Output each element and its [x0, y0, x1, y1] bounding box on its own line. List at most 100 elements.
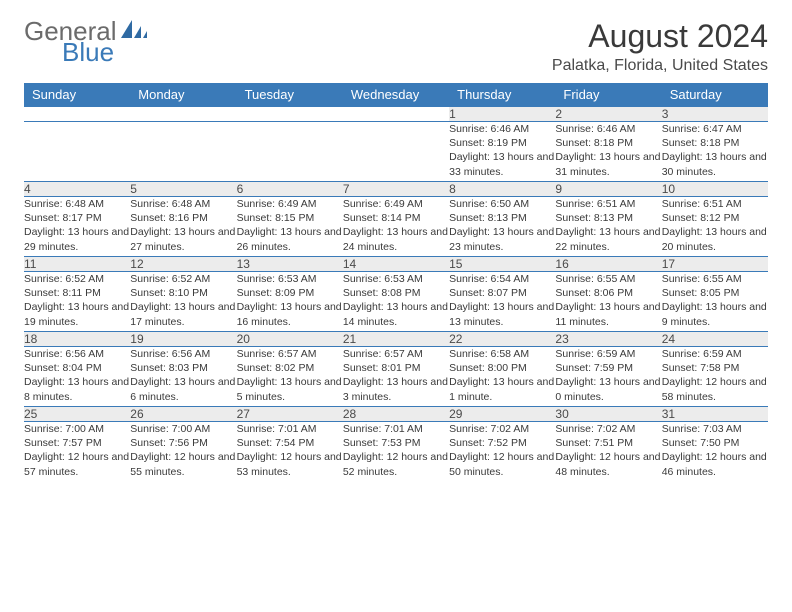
day-info-cell: [237, 122, 343, 182]
daylight-text: Daylight: 12 hours and 48 minutes.: [555, 450, 661, 478]
sunset-text: Sunset: 8:02 PM: [237, 361, 343, 375]
sunrise-text: Sunrise: 6:46 AM: [555, 122, 661, 136]
sunrise-text: Sunrise: 6:53 AM: [343, 272, 449, 286]
day-number-cell: 7: [343, 182, 449, 197]
week-daynum-row: 18192021222324: [24, 332, 768, 347]
sunset-text: Sunset: 7:56 PM: [130, 436, 236, 450]
day-info-cell: Sunrise: 6:52 AMSunset: 8:11 PMDaylight:…: [24, 272, 130, 332]
day-info-cell: Sunrise: 6:59 AMSunset: 7:58 PMDaylight:…: [662, 347, 768, 407]
sunset-text: Sunset: 8:18 PM: [555, 136, 661, 150]
col-fri: Friday: [555, 83, 661, 107]
sunrise-text: Sunrise: 6:55 AM: [662, 272, 768, 286]
col-thu: Thursday: [449, 83, 555, 107]
daylight-text: Daylight: 13 hours and 14 minutes.: [343, 300, 449, 328]
sunrise-text: Sunrise: 6:51 AM: [555, 197, 661, 211]
daylight-text: Daylight: 13 hours and 27 minutes.: [130, 225, 236, 253]
sunset-text: Sunset: 8:14 PM: [343, 211, 449, 225]
sunset-text: Sunset: 8:11 PM: [24, 286, 130, 300]
day-number-cell: 26: [130, 407, 236, 422]
day-info-cell: Sunrise: 6:57 AMSunset: 8:01 PMDaylight:…: [343, 347, 449, 407]
daylight-text: Daylight: 13 hours and 22 minutes.: [555, 225, 661, 253]
day-info-cell: Sunrise: 6:47 AMSunset: 8:18 PMDaylight:…: [662, 122, 768, 182]
day-info-cell: Sunrise: 6:48 AMSunset: 8:16 PMDaylight:…: [130, 197, 236, 257]
sunset-text: Sunset: 8:09 PM: [237, 286, 343, 300]
day-number-cell: 5: [130, 182, 236, 197]
day-number-cell: 13: [237, 257, 343, 272]
daylight-text: Daylight: 13 hours and 24 minutes.: [343, 225, 449, 253]
sunset-text: Sunset: 8:13 PM: [555, 211, 661, 225]
sunset-text: Sunset: 8:00 PM: [449, 361, 555, 375]
day-info-cell: Sunrise: 6:46 AMSunset: 8:19 PMDaylight:…: [449, 122, 555, 182]
sunrise-text: Sunrise: 6:53 AM: [237, 272, 343, 286]
sunrise-text: Sunrise: 7:01 AM: [237, 422, 343, 436]
sunset-text: Sunset: 8:18 PM: [662, 136, 768, 150]
title-block: August 2024 Palatka, Florida, United Sta…: [552, 18, 768, 75]
day-number-cell: 19: [130, 332, 236, 347]
sunrise-text: Sunrise: 6:51 AM: [662, 197, 768, 211]
day-info-cell: Sunrise: 6:53 AMSunset: 8:08 PMDaylight:…: [343, 272, 449, 332]
day-number-cell: 29: [449, 407, 555, 422]
sunrise-text: Sunrise: 7:00 AM: [24, 422, 130, 436]
day-number-cell: 28: [343, 407, 449, 422]
week-daynum-row: 11121314151617: [24, 257, 768, 272]
daylight-text: Daylight: 13 hours and 1 minute.: [449, 375, 555, 403]
day-info-cell: Sunrise: 6:55 AMSunset: 8:06 PMDaylight:…: [555, 272, 661, 332]
day-number-cell: 21: [343, 332, 449, 347]
day-info-cell: Sunrise: 6:57 AMSunset: 8:02 PMDaylight:…: [237, 347, 343, 407]
day-info-cell: Sunrise: 6:54 AMSunset: 8:07 PMDaylight:…: [449, 272, 555, 332]
day-number-cell: 10: [662, 182, 768, 197]
sunset-text: Sunset: 8:19 PM: [449, 136, 555, 150]
col-tue: Tuesday: [237, 83, 343, 107]
week-info-row: Sunrise: 7:00 AMSunset: 7:57 PMDaylight:…: [24, 422, 768, 482]
day-info-cell: Sunrise: 7:00 AMSunset: 7:56 PMDaylight:…: [130, 422, 236, 482]
daylight-text: Daylight: 13 hours and 8 minutes.: [24, 375, 130, 403]
day-number-cell: [130, 107, 236, 122]
day-info-cell: Sunrise: 7:01 AMSunset: 7:53 PMDaylight:…: [343, 422, 449, 482]
col-sun: Sunday: [24, 83, 130, 107]
sunset-text: Sunset: 8:12 PM: [662, 211, 768, 225]
sunset-text: Sunset: 8:01 PM: [343, 361, 449, 375]
day-info-cell: Sunrise: 6:55 AMSunset: 8:05 PMDaylight:…: [662, 272, 768, 332]
daylight-text: Daylight: 13 hours and 23 minutes.: [449, 225, 555, 253]
sunrise-text: Sunrise: 6:49 AM: [237, 197, 343, 211]
daylight-text: Daylight: 13 hours and 6 minutes.: [130, 375, 236, 403]
day-info-cell: Sunrise: 6:49 AMSunset: 8:15 PMDaylight:…: [237, 197, 343, 257]
sunrise-text: Sunrise: 7:01 AM: [343, 422, 449, 436]
sunset-text: Sunset: 8:07 PM: [449, 286, 555, 300]
day-info-cell: [130, 122, 236, 182]
daylight-text: Daylight: 13 hours and 20 minutes.: [662, 225, 768, 253]
day-number-cell: 27: [237, 407, 343, 422]
day-number-cell: 6: [237, 182, 343, 197]
sunset-text: Sunset: 8:13 PM: [449, 211, 555, 225]
day-number-cell: 4: [24, 182, 130, 197]
daylight-text: Daylight: 13 hours and 26 minutes.: [237, 225, 343, 253]
week-info-row: Sunrise: 6:56 AMSunset: 8:04 PMDaylight:…: [24, 347, 768, 407]
sunrise-text: Sunrise: 6:54 AM: [449, 272, 555, 286]
day-number-cell: 14: [343, 257, 449, 272]
day-number-cell: 9: [555, 182, 661, 197]
sunrise-text: Sunrise: 6:56 AM: [24, 347, 130, 361]
sunset-text: Sunset: 8:15 PM: [237, 211, 343, 225]
day-number-cell: 15: [449, 257, 555, 272]
day-number-cell: [24, 107, 130, 122]
day-number-cell: 11: [24, 257, 130, 272]
week-daynum-row: 25262728293031: [24, 407, 768, 422]
day-number-cell: 23: [555, 332, 661, 347]
day-number-cell: 17: [662, 257, 768, 272]
daylight-text: Daylight: 12 hours and 53 minutes.: [237, 450, 343, 478]
sunset-text: Sunset: 8:03 PM: [130, 361, 236, 375]
day-number-cell: 30: [555, 407, 661, 422]
sunset-text: Sunset: 8:04 PM: [24, 361, 130, 375]
sunset-text: Sunset: 7:58 PM: [662, 361, 768, 375]
sunset-text: Sunset: 7:52 PM: [449, 436, 555, 450]
daylight-text: Daylight: 13 hours and 17 minutes.: [130, 300, 236, 328]
sunset-text: Sunset: 7:59 PM: [555, 361, 661, 375]
day-info-cell: Sunrise: 6:49 AMSunset: 8:14 PMDaylight:…: [343, 197, 449, 257]
sunrise-text: Sunrise: 7:02 AM: [555, 422, 661, 436]
day-number-cell: [343, 107, 449, 122]
sunrise-text: Sunrise: 6:52 AM: [130, 272, 236, 286]
sunrise-text: Sunrise: 6:59 AM: [555, 347, 661, 361]
day-info-cell: [343, 122, 449, 182]
day-number-cell: 8: [449, 182, 555, 197]
day-info-cell: Sunrise: 7:00 AMSunset: 7:57 PMDaylight:…: [24, 422, 130, 482]
